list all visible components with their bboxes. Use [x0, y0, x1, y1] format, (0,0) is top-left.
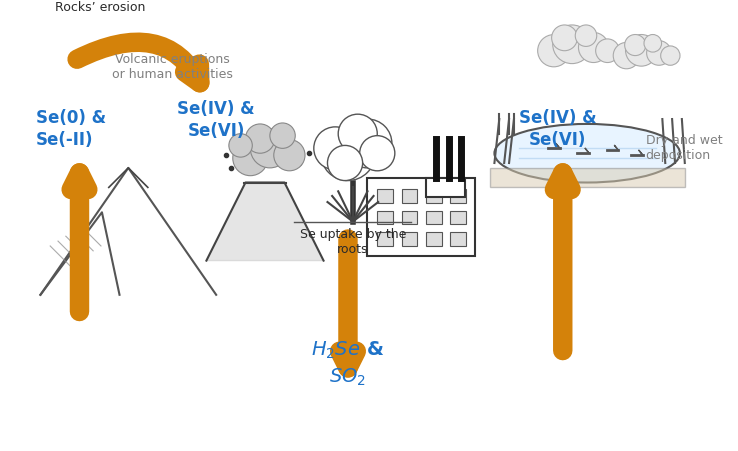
- FancyBboxPatch shape: [426, 189, 442, 203]
- FancyBboxPatch shape: [377, 211, 393, 225]
- Circle shape: [338, 114, 377, 153]
- Circle shape: [538, 35, 570, 67]
- Text: Se(IV) &
Se(VI): Se(IV) & Se(VI): [519, 109, 597, 149]
- FancyBboxPatch shape: [401, 232, 417, 246]
- Circle shape: [551, 25, 577, 51]
- FancyBboxPatch shape: [426, 211, 442, 225]
- FancyBboxPatch shape: [426, 178, 465, 197]
- FancyArrowPatch shape: [77, 42, 200, 83]
- FancyBboxPatch shape: [401, 211, 417, 225]
- Circle shape: [661, 46, 680, 65]
- Text: $H_2Se$ &
$SO_2$: $H_2Se$ & $SO_2$: [311, 340, 384, 387]
- FancyBboxPatch shape: [426, 232, 442, 246]
- Text: Dry and wet
deposition: Dry and wet deposition: [646, 134, 723, 162]
- FancyBboxPatch shape: [450, 211, 466, 225]
- Circle shape: [314, 127, 356, 170]
- Polygon shape: [207, 183, 323, 261]
- Circle shape: [270, 123, 295, 148]
- Ellipse shape: [494, 124, 680, 183]
- Circle shape: [232, 141, 268, 176]
- Circle shape: [596, 39, 619, 63]
- Circle shape: [553, 25, 591, 64]
- Circle shape: [575, 25, 597, 46]
- FancyBboxPatch shape: [377, 189, 393, 203]
- Circle shape: [624, 35, 646, 55]
- Circle shape: [250, 129, 289, 168]
- Circle shape: [343, 119, 392, 168]
- Circle shape: [359, 136, 395, 171]
- Circle shape: [274, 139, 305, 171]
- Circle shape: [613, 42, 640, 69]
- Circle shape: [246, 124, 275, 153]
- FancyBboxPatch shape: [489, 168, 685, 188]
- FancyBboxPatch shape: [450, 232, 466, 246]
- Circle shape: [579, 32, 609, 63]
- FancyBboxPatch shape: [450, 189, 466, 203]
- Text: Volcanic eruptions
or human activities: Volcanic eruptions or human activities: [111, 53, 232, 81]
- Circle shape: [626, 35, 657, 66]
- Circle shape: [229, 133, 252, 157]
- Circle shape: [320, 126, 376, 180]
- Text: Se uptake by the
roots: Se uptake by the roots: [300, 228, 406, 257]
- Text: Rocks’ erosion: Rocks’ erosion: [55, 0, 145, 14]
- Text: Se(IV) &
Se(VI): Se(IV) & Se(VI): [177, 100, 255, 140]
- Circle shape: [328, 145, 362, 180]
- FancyBboxPatch shape: [368, 178, 475, 256]
- Text: Se(0) &
Se(-II): Se(0) & Se(-II): [35, 109, 106, 149]
- Circle shape: [644, 35, 661, 52]
- Circle shape: [646, 41, 672, 65]
- FancyBboxPatch shape: [377, 232, 393, 246]
- FancyBboxPatch shape: [401, 189, 417, 203]
